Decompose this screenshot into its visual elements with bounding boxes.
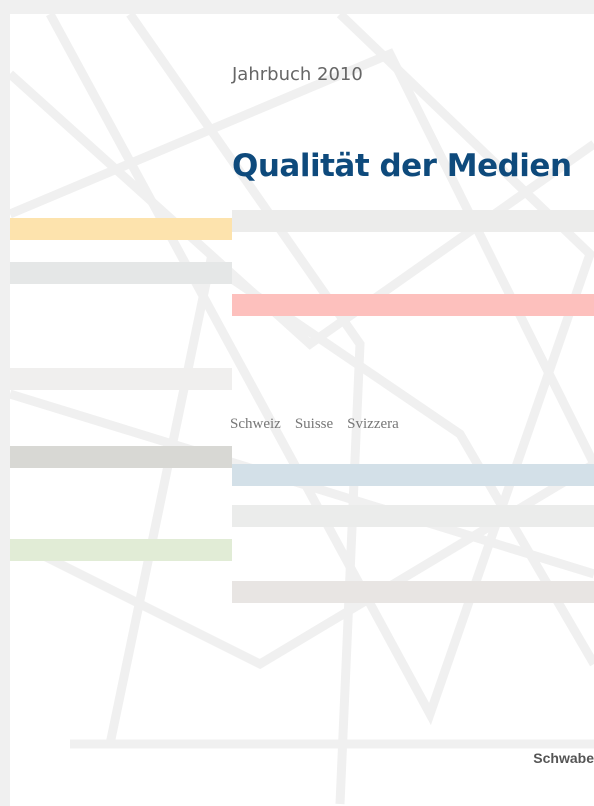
publisher: Schwabe	[533, 750, 594, 766]
kicker: Jahrbuch 2010	[232, 64, 363, 85]
language: Suisse	[294, 416, 334, 432]
language: Svizzera	[347, 416, 399, 432]
stripes	[10, 210, 594, 603]
wireframe	[10, 14, 594, 805]
title: Qualität der Medien	[232, 148, 572, 184]
languages: Schweiz Suisse Svizzera	[230, 416, 399, 433]
cover: Jahrbuch 2010 Qualität der Medien Schwei…	[10, 14, 594, 806]
cover-art	[10, 14, 594, 805]
language: Schweiz	[230, 416, 281, 432]
